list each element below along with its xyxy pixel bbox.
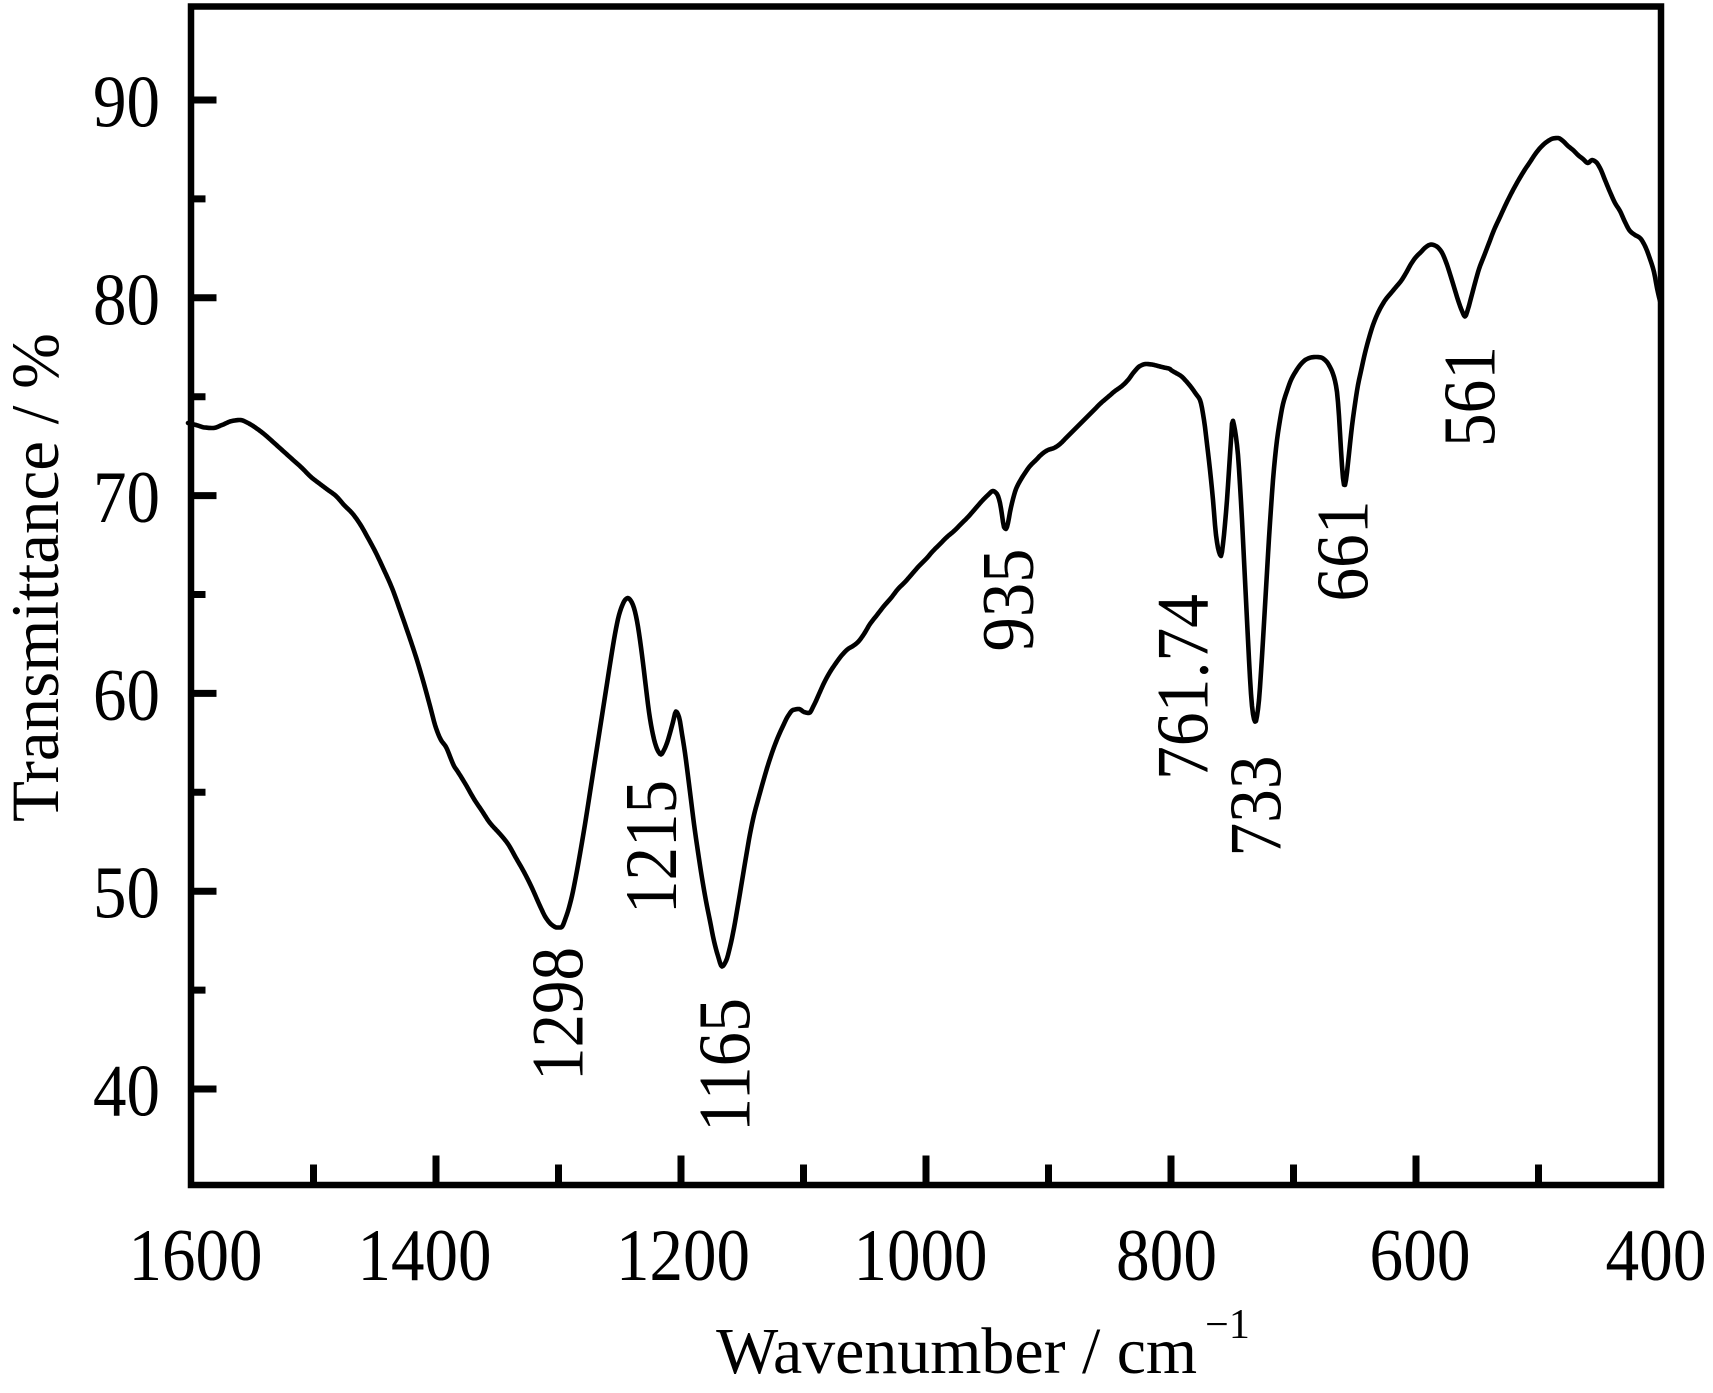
svg-text:935: 935 [968,549,1050,652]
svg-text:50: 50 [93,853,160,935]
svg-text:60: 60 [93,655,160,737]
svg-text:761.74: 761.74 [1143,594,1225,780]
svg-text:1000: 1000 [854,1215,988,1297]
svg-text:40: 40 [93,1051,160,1133]
svg-text:1200: 1200 [616,1215,750,1297]
svg-text:1400: 1400 [358,1215,492,1297]
svg-text:800: 800 [1116,1215,1217,1297]
svg-text:Transmittance / %: Transmittance / % [0,333,73,822]
svg-text:661: 661 [1303,501,1385,602]
svg-text:600: 600 [1370,1215,1471,1297]
svg-text:733: 733 [1216,756,1298,857]
svg-text:Wavenumber / cm−1: Wavenumber / cm −1 [716,1302,1250,1388]
svg-text:400: 400 [1606,1215,1707,1297]
svg-text:561: 561 [1430,346,1512,447]
svg-text:1600: 1600 [129,1215,263,1297]
svg-text:1215: 1215 [611,780,693,914]
svg-text:90: 90 [93,62,160,144]
svg-text:1298: 1298 [518,947,600,1081]
svg-text:70: 70 [93,457,160,539]
svg-text:1165: 1165 [685,998,767,1132]
svg-text:80: 80 [93,259,160,341]
